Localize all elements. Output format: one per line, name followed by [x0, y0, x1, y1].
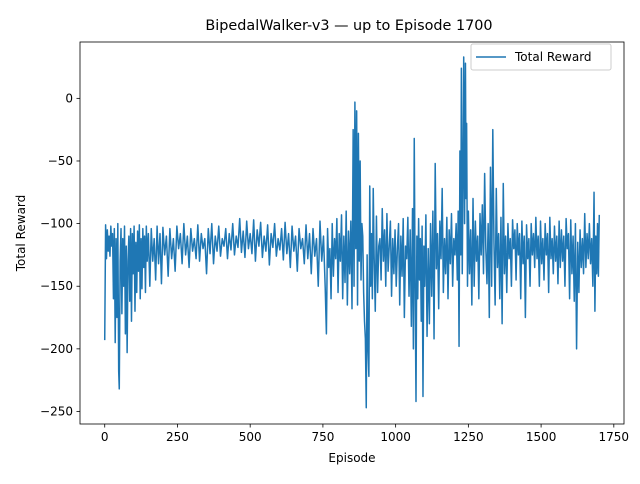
plot-area	[79, 41, 625, 425]
axes-frame	[79, 41, 625, 425]
y-tick-label: −150	[40, 279, 73, 293]
x-tick-label: 750	[311, 430, 334, 444]
x-axis-label: Episode	[328, 451, 375, 465]
x-tick-label: 500	[239, 430, 262, 444]
legend: Total Reward	[470, 43, 612, 71]
y-axis-label: Total Reward	[14, 195, 28, 273]
y-tick-label: −250	[40, 404, 73, 418]
legend-label-total-reward: Total Reward	[514, 50, 592, 64]
y-tick-label: −50	[48, 154, 73, 168]
x-tick-label: 1250	[453, 430, 484, 444]
x-tick-label: 0	[101, 430, 109, 444]
x-tick-label: 1000	[380, 430, 411, 444]
x-tick-label: 250	[166, 430, 189, 444]
legend-box	[470, 43, 612, 71]
x-axis: 0 250 500 750 1000 1250 1500 1750	[101, 424, 629, 444]
x-tick-label: 1500	[526, 430, 557, 444]
chart-title: BipedalWalker-v3 — up to Episode 1700	[205, 18, 492, 34]
y-tick-label: −100	[40, 217, 73, 231]
y-axis: −250 −200 −150 −100 −50 0	[40, 91, 80, 418]
series-line-total-reward	[103, 56, 601, 409]
y-tick-label: −200	[40, 342, 73, 356]
y-tick-label: 0	[65, 91, 73, 105]
x-tick-label: 1750	[599, 430, 630, 444]
